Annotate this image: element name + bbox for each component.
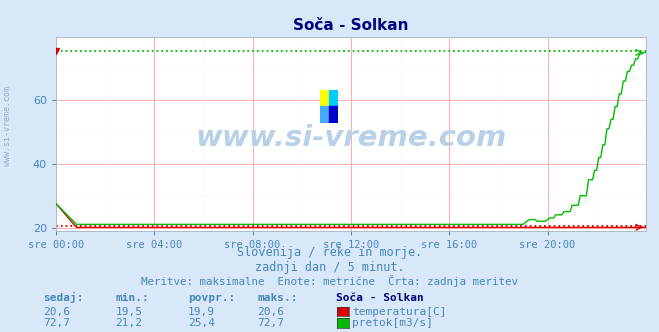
Text: 21,2: 21,2 xyxy=(115,318,142,328)
Text: 19,5: 19,5 xyxy=(115,307,142,317)
Text: povpr.:: povpr.: xyxy=(188,293,235,303)
Text: 72,7: 72,7 xyxy=(257,318,284,328)
Text: Meritve: maksimalne  Enote: metrične  Črta: zadnja meritev: Meritve: maksimalne Enote: metrične Črta… xyxy=(141,275,518,287)
Text: temperatura[C]: temperatura[C] xyxy=(352,307,446,317)
Bar xyxy=(329,90,338,106)
Bar xyxy=(329,106,338,123)
Text: 19,9: 19,9 xyxy=(188,307,215,317)
Text: 20,6: 20,6 xyxy=(257,307,284,317)
Text: 25,4: 25,4 xyxy=(188,318,215,328)
Text: maks.:: maks.: xyxy=(257,293,297,303)
Text: 20,6: 20,6 xyxy=(43,307,70,317)
Text: sedaj:: sedaj: xyxy=(43,292,83,303)
Text: min.:: min.: xyxy=(115,293,149,303)
Bar xyxy=(320,90,329,106)
Bar xyxy=(320,106,329,123)
Text: 72,7: 72,7 xyxy=(43,318,70,328)
Text: www.si-vreme.com: www.si-vreme.com xyxy=(3,86,13,166)
Text: www.si-vreme.com: www.si-vreme.com xyxy=(195,124,507,151)
Text: Soča - Solkan: Soča - Solkan xyxy=(336,293,424,303)
Text: Slovenija / reke in morje.: Slovenija / reke in morje. xyxy=(237,246,422,259)
Text: zadnji dan / 5 minut.: zadnji dan / 5 minut. xyxy=(254,261,405,274)
Title: Soča - Solkan: Soča - Solkan xyxy=(293,18,409,33)
Text: pretok[m3/s]: pretok[m3/s] xyxy=(352,318,433,328)
